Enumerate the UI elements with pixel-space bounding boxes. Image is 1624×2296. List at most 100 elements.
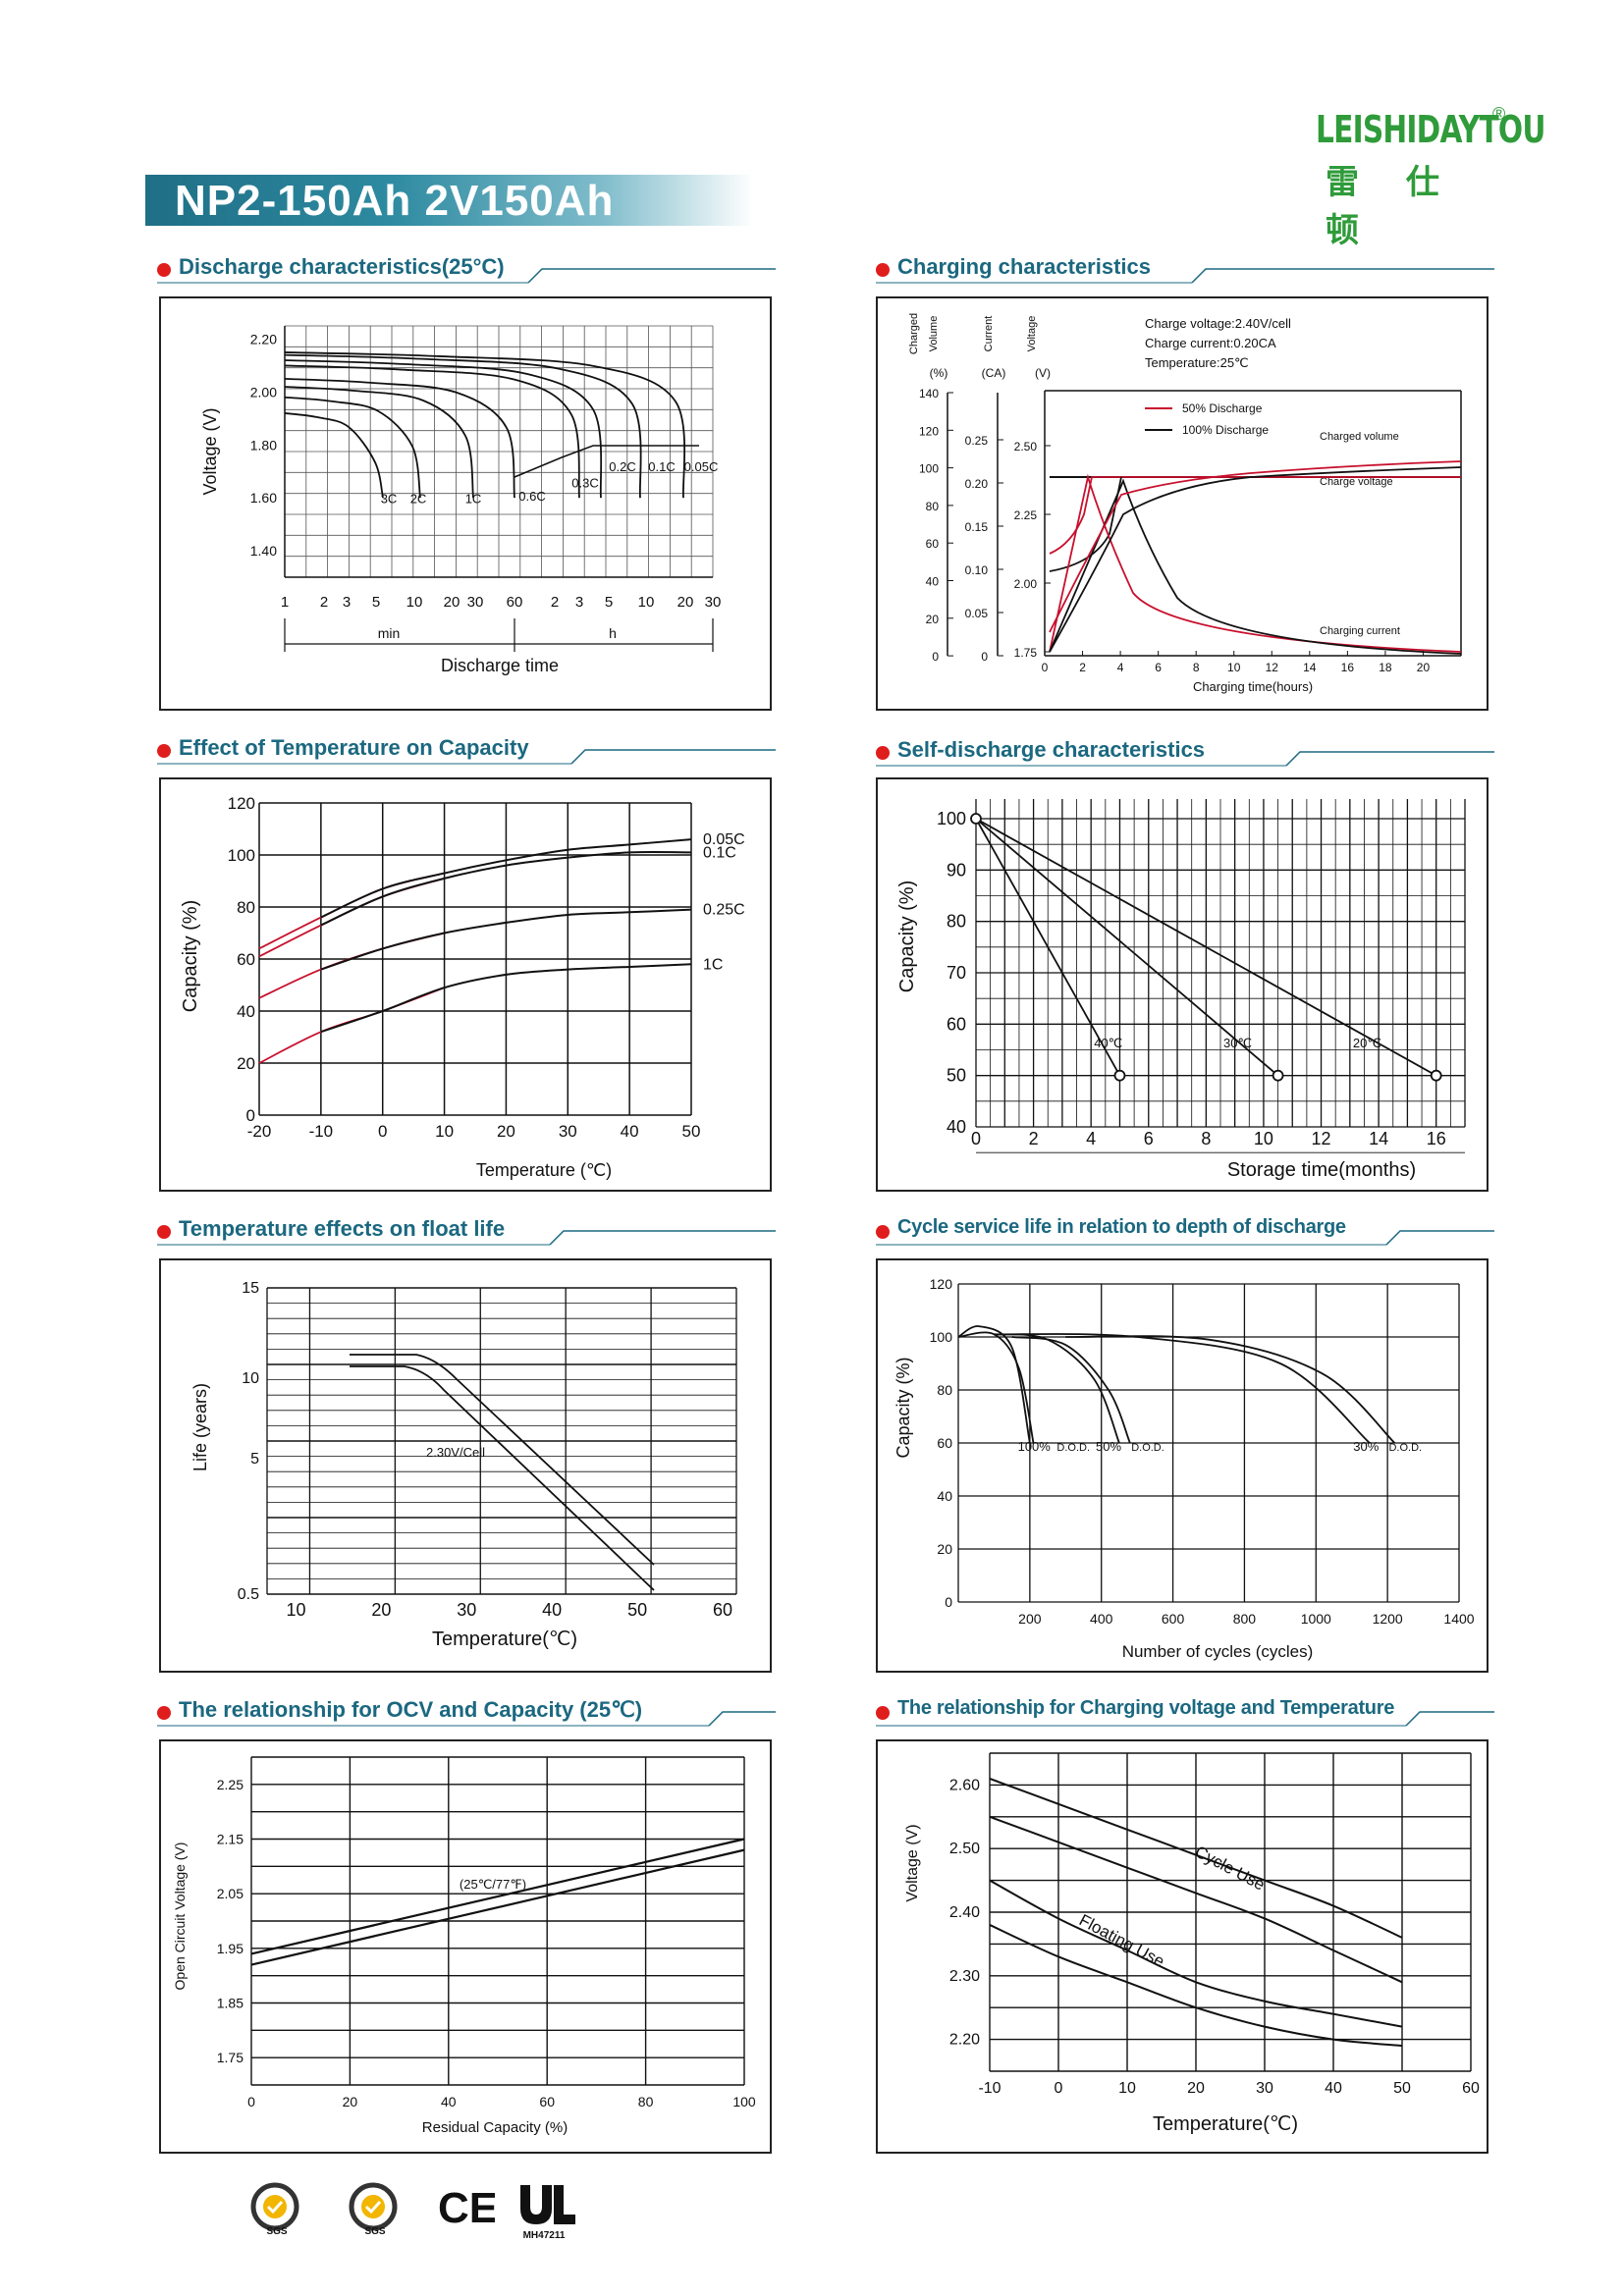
header-underline: [157, 268, 776, 284]
x-axis-label: Storage time(months): [1227, 1159, 1416, 1181]
x-tick-label: 50: [1393, 2080, 1411, 2097]
section-header-self-discharge: Self-discharge characteristics: [876, 736, 1494, 770]
y-tick-volume: 80: [926, 500, 940, 513]
bullet-icon: [157, 744, 171, 758]
y-tick-label: 2.05: [217, 1886, 244, 1901]
x-tick-label: -20: [247, 1122, 272, 1141]
x-tick-label: 5: [372, 594, 380, 611]
legend-50: 50% Discharge: [1182, 401, 1263, 415]
brand-logo-latin: LEISHIDAYTOU: [1316, 108, 1545, 151]
section-title: The relationship for Charging voltage an…: [897, 1697, 1395, 1719]
x-tick-label: -10: [978, 2080, 1001, 2097]
x-tick-label: 0: [971, 1129, 981, 1148]
y-tick-current: 0: [981, 650, 988, 664]
series-label: 0.05C: [703, 831, 745, 848]
section-header-charge-voltage-temp: The relationship for Charging voltage an…: [876, 1696, 1494, 1730]
sgs-label: SGS: [266, 2226, 287, 2236]
y-tick-label: 1.85: [217, 1996, 244, 2011]
x-tick-label: 18: [1379, 661, 1392, 674]
page-title: NP2-150Ah 2V150Ah: [175, 177, 615, 225]
x-tick-label: 40: [542, 1600, 562, 1620]
y-tick-label: 2.00: [250, 384, 277, 400]
y-tick-label: 40: [947, 1117, 966, 1137]
x-tick-label: 10: [406, 594, 423, 611]
x-tick-label: 20: [444, 594, 460, 611]
volume-100: [1049, 466, 1462, 653]
x-tick-label: 2: [551, 594, 559, 611]
axis-unit-current: (CA): [982, 366, 1006, 380]
y-tick-label: 2.20: [250, 331, 277, 347]
chart-panel-ocv: 2.25 2.15 2.05 1.95 1.85 1.75 0 20 40 60 80 100 Open…: [159, 1739, 772, 2154]
y-tick-label: 20: [937, 1541, 952, 1557]
series-label: 0.3C: [571, 475, 598, 490]
y-tick-label: 100: [937, 809, 966, 828]
discharge-curve-0.6C: [284, 377, 515, 499]
x-tick-label: 30: [467, 594, 484, 611]
x-tick-label: -10: [309, 1122, 334, 1141]
ce-label: CE: [438, 2184, 495, 2232]
header-underline: [876, 268, 1494, 284]
y-tick-label: 0: [945, 1594, 952, 1610]
series-label-dod: D.O.D.: [1131, 1442, 1164, 1454]
y-tick-label: 70: [947, 963, 966, 983]
ocv-line-lower: [250, 1848, 745, 1966]
y-tick-label: 50: [947, 1066, 966, 1086]
y-tick-label: 2.20: [949, 2032, 980, 2049]
y-tick-volume: 120: [919, 424, 939, 438]
bullet-icon: [157, 1706, 171, 1720]
section-header-charging: Charging characteristics: [876, 253, 1494, 287]
section-header-temp-capacity: Effect of Temperature on Capacity: [157, 734, 776, 768]
x-axis-label: Temperature(℃): [432, 1629, 577, 1650]
sgs-label: SGS: [364, 2226, 385, 2236]
section-title: Discharge characteristics(25°C): [179, 254, 505, 279]
legend-100: 100% Discharge: [1182, 423, 1269, 437]
section-title: Charging characteristics: [897, 254, 1151, 279]
range-label-min: min: [378, 625, 401, 641]
y-tick-label: 100: [228, 846, 255, 865]
x-tick-label: 0: [378, 1122, 387, 1141]
x-tick-label: 10: [638, 594, 655, 611]
series-label: 0.25C: [703, 902, 745, 919]
ul-mark-icon: MH47211: [513, 2181, 581, 2245]
range-label-h: h: [609, 625, 617, 641]
section-title: Cycle service life in relation to depth …: [897, 1216, 1346, 1238]
y-axis-label: Capacity (%): [896, 881, 918, 992]
x-axis-label: Discharge time: [441, 656, 559, 675]
x-tick-label: 200: [1018, 1611, 1042, 1627]
x-tick-label: 1000: [1301, 1611, 1331, 1627]
y-axis-label: Open Circuit Voltage (V): [172, 1842, 188, 1991]
series-label: 2C: [410, 492, 427, 507]
discharge-curve-0.3C: [284, 364, 580, 499]
cycle-30-a: [994, 1333, 1371, 1444]
brand-logo: LEISHIDAYTOU ® 雷 仕 顿: [1296, 104, 1545, 250]
y-tick-label: 2.25: [217, 1777, 244, 1792]
x-tick-label: 50: [682, 1122, 701, 1141]
y-tick-label: 1.40: [250, 543, 277, 559]
series-label-floating-use: Floating Use: [1076, 1910, 1167, 1971]
bullet-icon: [876, 1706, 890, 1720]
chart-panel-cycle-life: 120 100 80 60 40 20 0 200 400 600 800 1000 1200 1400 C…: [876, 1258, 1489, 1673]
series-label: 100%: [1018, 1439, 1052, 1454]
discharge-curve-1C: [284, 386, 474, 499]
y-tick-label: 15: [242, 1280, 259, 1297]
y-tick-label: 80: [937, 1382, 952, 1398]
cycle-100-a: [957, 1325, 1031, 1444]
x-axis-label: Residual Capacity (%): [422, 2119, 568, 2136]
x-tick-label: 1: [281, 594, 289, 611]
series-label-dod: D.O.D.: [1056, 1442, 1090, 1454]
x-tick-label: 3: [343, 594, 351, 611]
bullet-icon: [876, 746, 890, 760]
chart-panel-temp-capacity: 120 100 80 60 40 20 0 -20 -10 0 10 20 30 40 50 Capacity…: [159, 777, 772, 1192]
ce-mark-icon: CE: [436, 2181, 498, 2241]
endpoint-marker: [1430, 1069, 1442, 1082]
series-label: 0.6C: [518, 489, 545, 504]
x-axis-label: Charging time(hours): [1193, 679, 1313, 694]
series-label: 0.2C: [609, 459, 635, 474]
x-tick-label: 2: [1079, 661, 1086, 674]
axis-title-current: Current: [983, 316, 995, 352]
header-underline: [157, 1711, 776, 1727]
y-tick-label: 90: [947, 860, 966, 880]
chart-panel-charging: 140 120 100 80 60 40 20 0 0.25 0.20 0.15 0.10 0.05 0 2…: [876, 296, 1489, 711]
x-tick-label: 12: [1312, 1129, 1331, 1148]
float-life-upper: [350, 1354, 655, 1566]
